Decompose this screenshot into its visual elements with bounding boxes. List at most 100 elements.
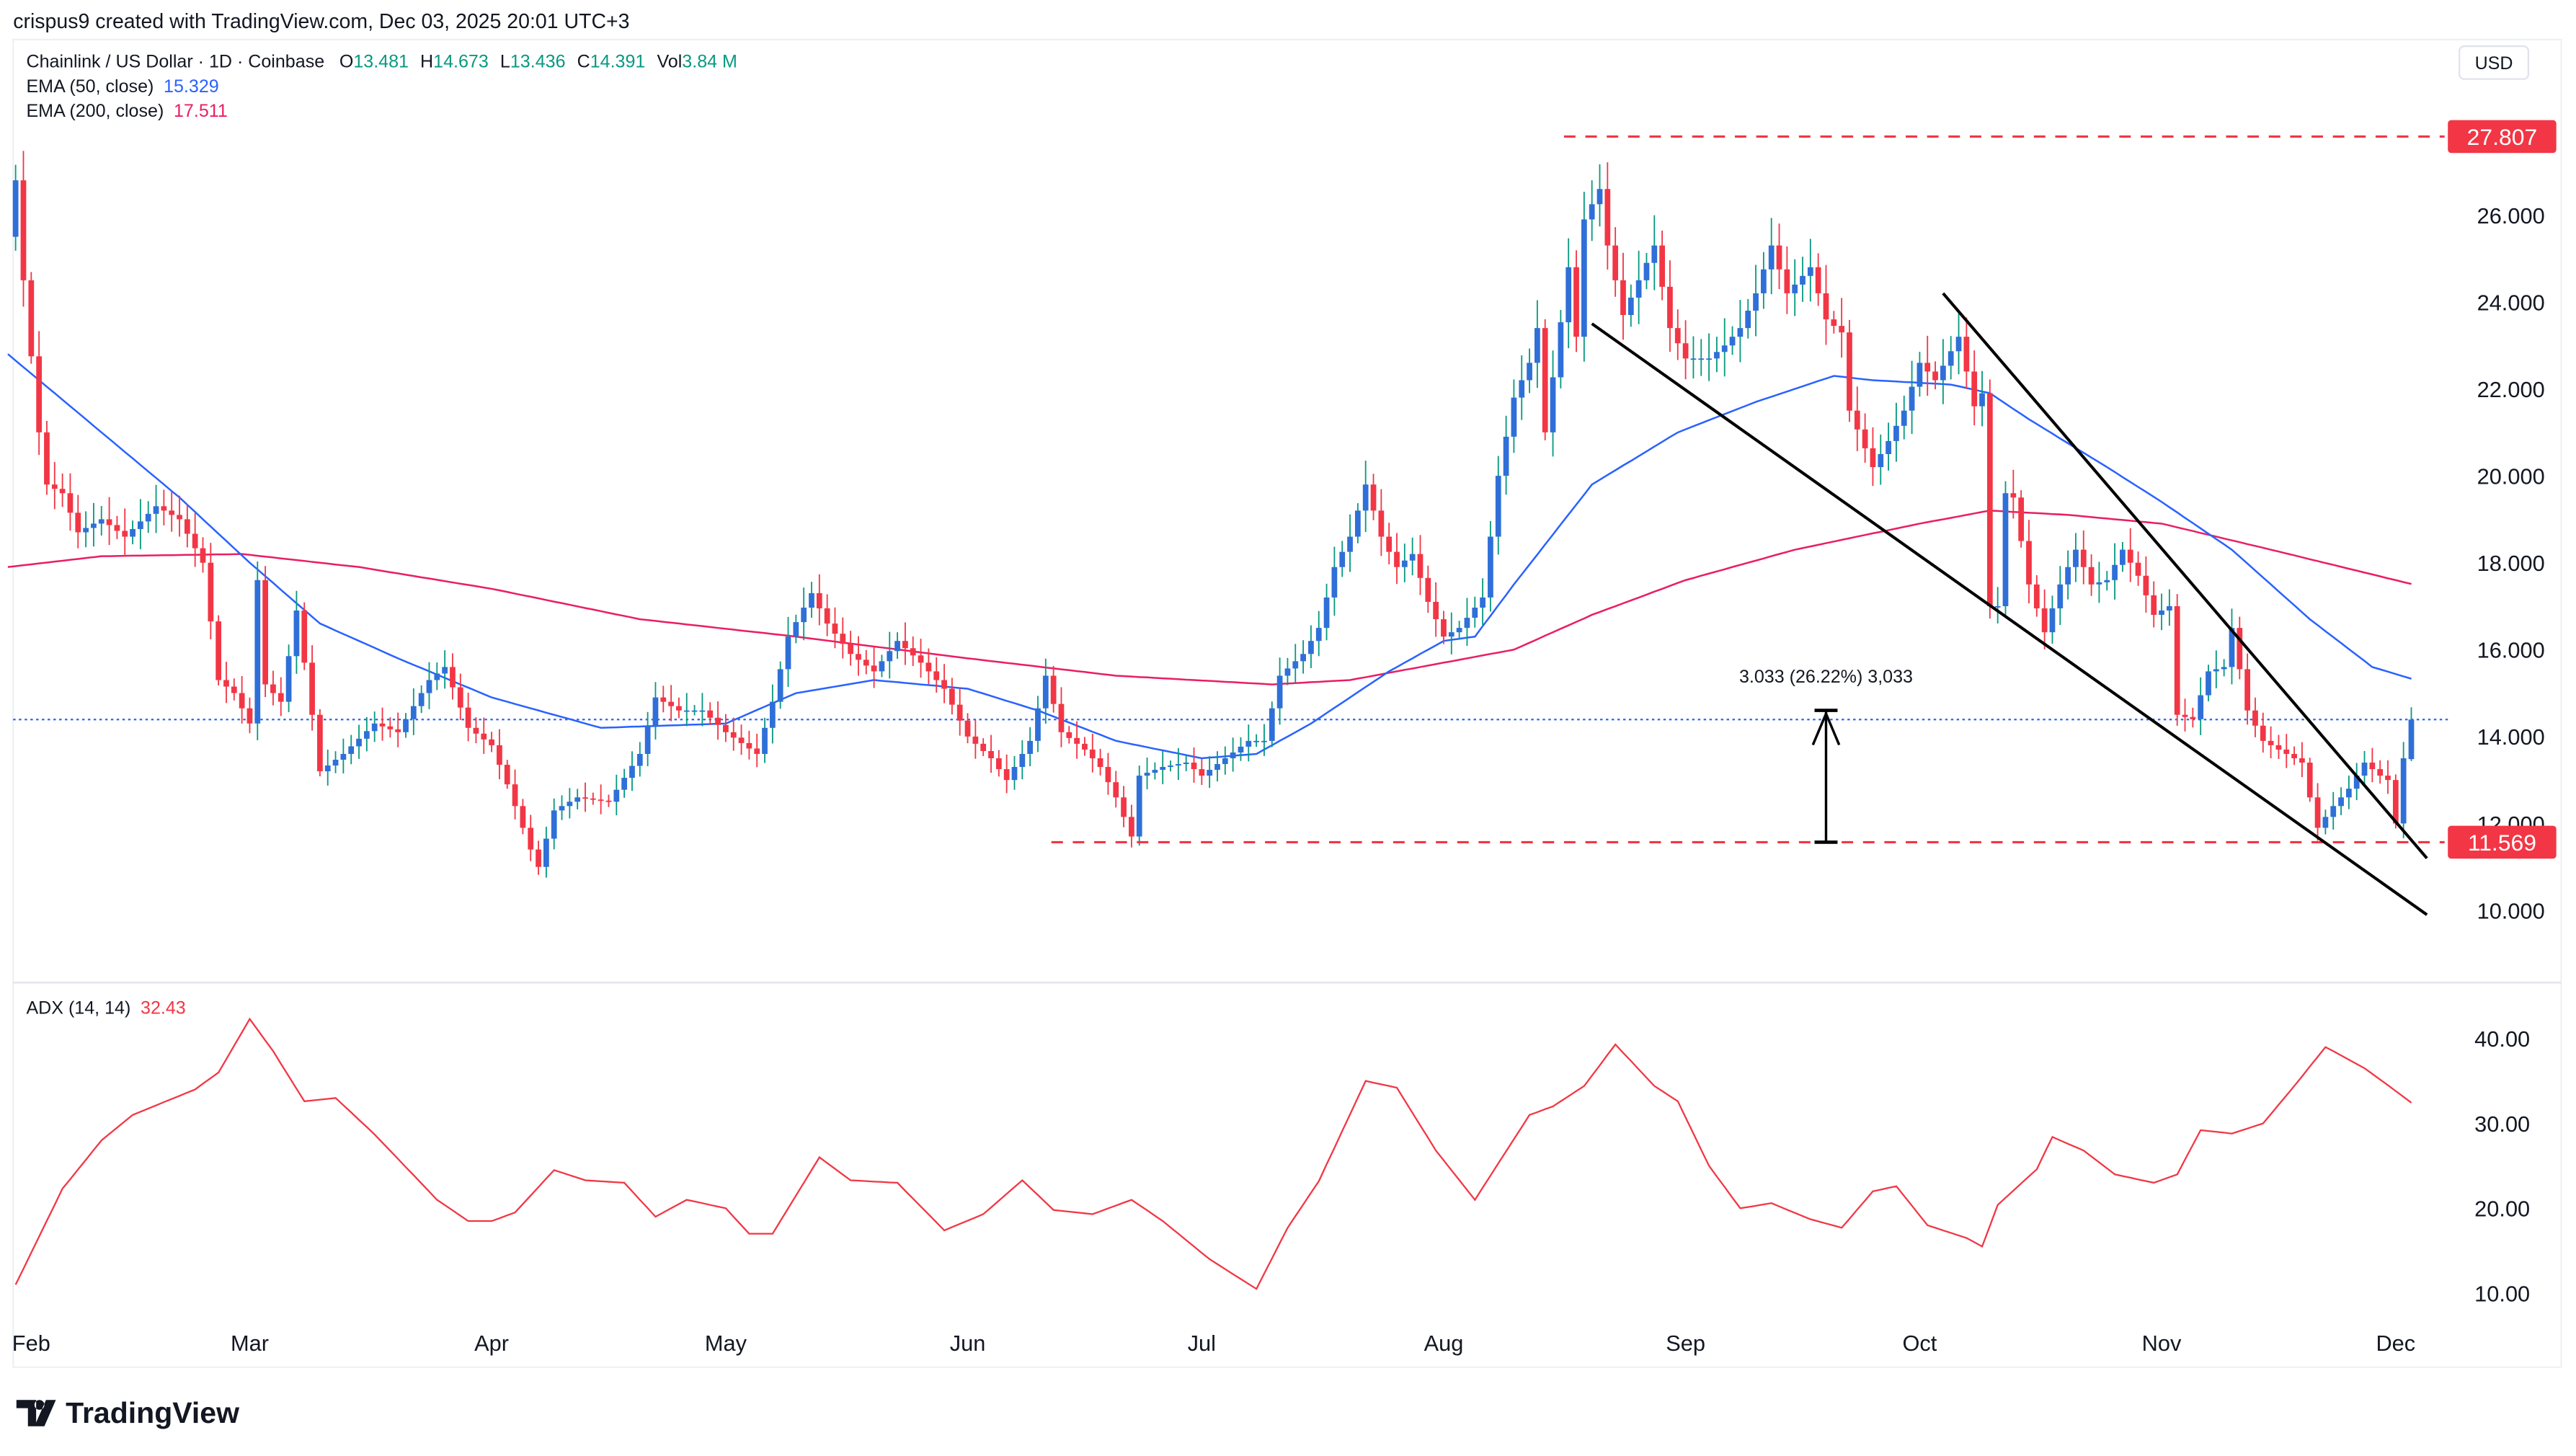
chart-frame: [12, 38, 2562, 1368]
candle: [169, 510, 175, 515]
candle: [1667, 286, 1673, 329]
time-axis[interactable]: Feb Mar Apr May Jun Jul Aug Sep Oct Nov Dec: [12, 1331, 2415, 1356]
ema50-line: [7, 353, 2412, 760]
candle: [1409, 554, 1416, 561]
drawings[interactable]: [1051, 135, 2445, 916]
candle: [1284, 668, 1291, 676]
candle: [988, 750, 994, 758]
candle: [1737, 328, 1744, 337]
candle: [668, 701, 674, 706]
candle: [2314, 797, 2321, 828]
time-tick: Apr: [474, 1331, 509, 1356]
upper-trendline[interactable]: [1942, 292, 2428, 859]
candle: [1129, 817, 1134, 837]
adx-axis[interactable]: 40.00 30.00 20.00 10.00: [2474, 1026, 2530, 1306]
candle: [512, 784, 518, 807]
candle: [1745, 311, 1751, 329]
currency-button[interactable]: [2459, 45, 2530, 80]
candle: [1370, 484, 1377, 511]
ema50-value: 15.329: [164, 76, 219, 97]
price-axis[interactable]: 26.000 24.000 22.000 20.000 18.000 16.000 14.0…: [2477, 203, 2545, 924]
time-tick: Jul: [1188, 1331, 1216, 1356]
candle: [1315, 628, 1322, 642]
svg-text:EMA (200, close)17.511: EMA (200, close) 17.511: [26, 101, 227, 121]
adx-tick: 40.00: [2474, 1026, 2530, 1052]
candle: [83, 528, 89, 533]
candle: [2283, 749, 2290, 754]
candle: [995, 758, 1002, 770]
candle: [1175, 764, 1181, 766]
candle: [216, 621, 222, 680]
candle: [871, 665, 877, 672]
candle: [293, 611, 300, 657]
svg-text:EMA (50, close)15.329: EMA (50, close) 15.329: [26, 76, 218, 97]
candle: [1792, 284, 1798, 293]
candle: [2400, 758, 2407, 824]
candle: [2206, 671, 2211, 696]
candle: [520, 806, 526, 828]
candle: [231, 686, 237, 693]
candle: [247, 708, 253, 724]
candle: [1659, 245, 1665, 287]
candle: [1596, 189, 1603, 205]
candle: [1011, 767, 1018, 781]
candle: [2127, 549, 2133, 563]
candle: [395, 729, 401, 732]
candle: [1339, 551, 1346, 567]
candle: [1191, 763, 1197, 770]
candle: [746, 742, 752, 749]
candle: [2229, 628, 2235, 667]
candle: [2026, 541, 2032, 585]
candle: [793, 622, 799, 637]
candle: [1472, 607, 1478, 618]
close-value: 14.391: [590, 52, 646, 72]
candle: [879, 661, 885, 672]
candle: [2041, 608, 2048, 633]
candle: [1831, 319, 1837, 327]
candle: [1464, 618, 1470, 629]
candle: [340, 753, 347, 760]
candle: [1815, 267, 1821, 293]
candle: [1144, 773, 1150, 776]
candle: [1417, 554, 1424, 578]
candle: [2190, 716, 2196, 719]
candle: [2018, 497, 2025, 541]
candle: [762, 727, 768, 754]
tradingview-logo[interactable]: TradingView: [16, 1396, 239, 1429]
candle: [2346, 789, 2352, 798]
candle: [1753, 293, 1759, 311]
candle: [2049, 608, 2056, 633]
candle: [51, 484, 58, 489]
candle: [2408, 719, 2415, 760]
candle: [1019, 753, 1026, 768]
candle: [699, 710, 706, 712]
candle: [1441, 619, 1447, 637]
candle: [1121, 797, 1127, 817]
candle: [2088, 567, 2095, 585]
candle: [1003, 769, 1010, 781]
candle: [473, 727, 479, 734]
candle: [153, 506, 159, 514]
candle: [2174, 605, 2180, 715]
candle: [676, 706, 682, 711]
candle: [691, 710, 698, 712]
candle: [1986, 393, 1993, 606]
candle: [2080, 549, 2087, 567]
candle: [1378, 510, 1385, 537]
candle: [122, 531, 128, 537]
candle: [1994, 605, 2001, 608]
candle: [1886, 440, 1891, 454]
candle: [754, 748, 760, 754]
candle: [1394, 551, 1400, 567]
candle: [309, 662, 315, 715]
lower-trendline[interactable]: [1591, 322, 2428, 916]
candle: [1168, 765, 1173, 768]
candle: [683, 710, 690, 712]
price-tick: 26.000: [2477, 203, 2545, 228]
ema50-label: EMA (50, close): [26, 76, 154, 97]
candle: [2198, 695, 2204, 719]
candle: [371, 723, 378, 732]
measure-label: 3.033 (26.22%) 3,033: [1739, 667, 1913, 687]
candle: [91, 523, 97, 528]
